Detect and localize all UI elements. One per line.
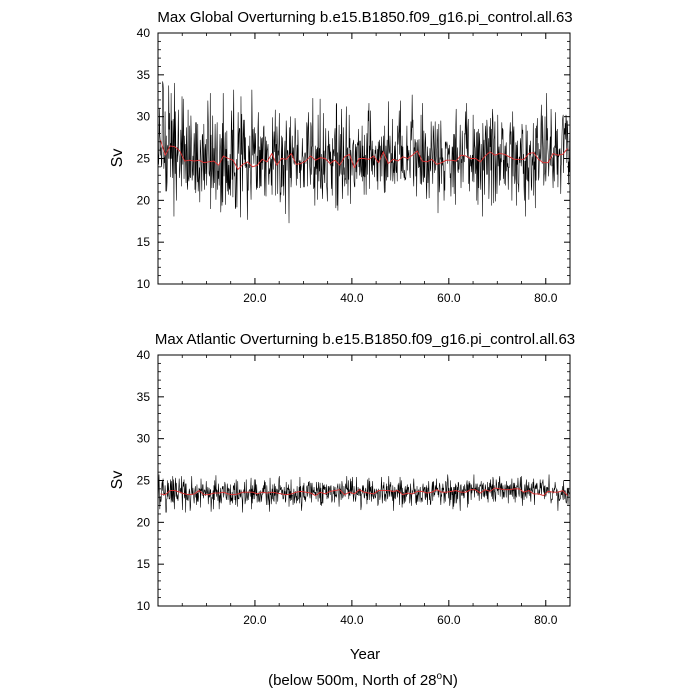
- global-xtick-label: 60.0: [437, 291, 461, 305]
- atlantic-y-axis-label: Sv: [109, 471, 126, 490]
- atlantic-ytick-label: 35: [137, 390, 151, 404]
- global-ytick-label: 35: [137, 68, 151, 82]
- global-xtick-label: 40.0: [340, 291, 364, 305]
- atlantic-plot-frame: [157, 354, 571, 607]
- footnote-prefix: (below 500m, North of 28: [268, 672, 436, 689]
- atlantic-chart-title: Max Atlantic Overturning b.e15.B1850.f09…: [155, 331, 575, 348]
- global-ytick-label: 15: [137, 235, 151, 249]
- atlantic-ytick-label: 25: [137, 474, 151, 488]
- atlantic-series-annual-mean: [160, 487, 568, 497]
- global-ytick-label: 20: [137, 193, 151, 207]
- global-series-monthly: [158, 81, 570, 224]
- global-xtick-label: 80.0: [534, 291, 558, 305]
- global-plot-frame: [157, 32, 571, 285]
- atlantic-ytick-label: 15: [137, 557, 151, 571]
- global-ytick-label: 10: [137, 277, 151, 291]
- global-series-layer: [158, 81, 570, 224]
- atlantic-xtick-label: 60.0: [437, 613, 461, 627]
- global-ytick-label: 30: [137, 110, 151, 124]
- global-chart-title: Max Global Overturning b.e15.B1850.f09_g…: [157, 9, 572, 26]
- atlantic-overturning-panel: Max Atlantic Overturning b.e15.B1850.f09…: [109, 331, 575, 627]
- global-y-axis-label: Sv: [109, 149, 126, 168]
- atlantic-ytick-label: 40: [137, 348, 151, 362]
- global-tick-layer: 10 15 20 25 30 35 40 20.0 40.0 60.0 80.0: [137, 26, 570, 305]
- global-xtick-label: 20.0: [243, 291, 267, 305]
- atlantic-xtick-label: 40.0: [340, 613, 364, 627]
- atlantic-ytick-label: 30: [137, 432, 151, 446]
- atlantic-xtick-label: 80.0: [534, 613, 558, 627]
- atlantic-ytick-label: 20: [137, 515, 151, 529]
- atlantic-series-layer: [158, 474, 570, 513]
- footnote-suffix: N): [442, 672, 458, 689]
- footnote-degree: o: [437, 671, 443, 682]
- atlantic-series-monthly: [158, 474, 570, 513]
- global-overturning-panel: Max Global Overturning b.e15.B1850.f09_g…: [109, 9, 573, 305]
- global-ytick-label: 40: [137, 26, 151, 40]
- atlantic-ytick-label: 10: [137, 599, 151, 613]
- global-series-annual-mean: [159, 139, 568, 170]
- atlantic-xtick-label: 20.0: [243, 613, 267, 627]
- footnote: (below 500m, North of 28oN): [268, 671, 458, 689]
- global-ytick-label: 25: [137, 152, 151, 166]
- x-axis-label: Year: [350, 646, 380, 663]
